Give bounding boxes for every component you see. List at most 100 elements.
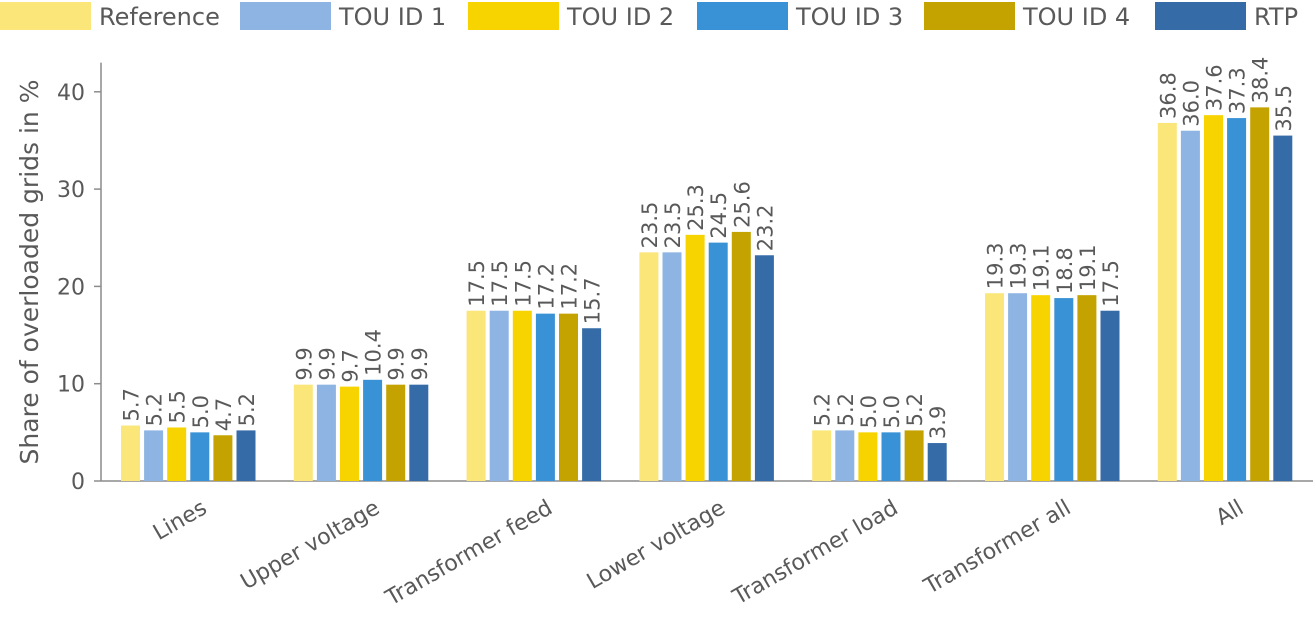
bar [1008,293,1028,481]
legend-swatch [924,2,1015,30]
data-label: 5.2 [834,393,858,426]
data-label: 17.5 [1099,260,1123,307]
data-labels: 5.7 5.2 5.5 5.0 4.7 5.29.9 9.9 9.7 10.4 9.9 9.917.… [120,57,1296,439]
bar [985,293,1004,481]
data-label: 19.3 [984,242,1008,289]
data-label: 5.2 [903,393,927,426]
bar [466,310,486,481]
data-label: 9.9 [408,347,432,380]
y-tick-label: 30 [57,178,85,203]
bar [363,379,383,481]
bar [1031,295,1051,481]
bar [858,432,878,481]
axes [100,62,1313,482]
data-label: 36.8 [1156,72,1180,119]
data-label: 18.8 [1053,247,1077,294]
bar [812,430,832,481]
x-category-label: All [1212,496,1248,531]
data-label: 38.4 [1249,57,1273,104]
data-label: 23.5 [661,202,685,249]
bar [190,432,210,481]
bars [121,107,1293,482]
x-category-label: Upper voltage [237,496,384,596]
bar [754,255,774,481]
data-label: 9.7 [339,349,363,382]
x-category-label: Transformer feed [381,496,557,612]
y-ticks: 0 10 20 30 40 [57,81,101,495]
bar [144,430,164,481]
legend-swatch [697,2,788,30]
bar [927,443,947,481]
bar [708,242,728,481]
x-category-label: Transformer all [919,496,1075,601]
data-label: 17.5 [511,260,535,307]
data-label: 36.0 [1179,80,1203,127]
bar [1250,107,1270,482]
bar [662,252,682,481]
legend-label: TOU ID 4 [1022,3,1130,31]
bar [639,252,659,481]
legend-swatch [1155,2,1246,30]
data-label: 9.9 [315,347,339,380]
legend: Reference TOU ID 1 TOU ID 2 TOU ID 3 TOU ID … [0,2,1298,31]
data-label: 5.0 [880,395,904,428]
legend-label: TOU ID 3 [795,3,903,31]
legend-label: TOU ID 2 [566,3,674,31]
bar [512,310,532,481]
data-label: 23.5 [638,202,662,249]
data-label: 17.5 [465,260,489,307]
legend-swatch [468,2,559,30]
y-tick-label: 40 [57,81,85,106]
data-label: 17.2 [558,263,582,310]
data-label: 4.7 [212,398,236,431]
legend-label: Reference [99,3,220,31]
data-label: 19.1 [1030,244,1054,291]
bar [881,432,901,481]
bar [1227,118,1247,482]
legend-label: TOU ID 1 [338,3,446,31]
y-axis-title: Share of overloaded grids in % [15,80,44,465]
bar [685,234,705,481]
data-label: 5.2 [143,393,167,426]
bar [386,384,406,481]
data-label: 10.4 [362,329,386,376]
bar [535,313,555,481]
bar [236,430,256,481]
data-label: 9.9 [385,347,409,380]
bar [1100,310,1120,481]
data-label: 3.9 [926,406,950,439]
bar [1077,295,1097,481]
bar [121,425,140,481]
bar [489,310,509,481]
data-label: 37.6 [1203,64,1227,111]
legend-swatch [0,2,91,30]
bar [409,384,429,481]
bar [1157,122,1177,481]
x-category-label: Transformer load [728,496,902,611]
data-label: 19.3 [1007,242,1031,289]
x-category-label: Lines [149,496,211,546]
bar [731,231,751,481]
bar [559,313,578,481]
data-label: 23.2 [753,204,777,251]
data-label: 5.2 [235,393,259,426]
bar [167,427,187,481]
bar [1204,115,1223,481]
data-label: 19.1 [1076,244,1100,291]
data-label: 5.5 [166,390,190,423]
data-label: 37.3 [1226,67,1250,114]
legend-label: RTP [1254,3,1298,31]
bar [835,430,855,481]
bar [1054,298,1074,481]
y-tick-label: 20 [57,275,85,300]
data-label: 5.7 [120,388,144,421]
data-label: 17.2 [534,263,558,310]
bar [1180,130,1200,481]
data-label: 24.5 [707,192,731,239]
y-tick-label: 0 [71,470,85,495]
data-label: 17.5 [488,260,512,307]
bar [904,430,924,481]
legend-swatch [240,2,331,30]
data-label: 35.5 [1272,85,1296,132]
